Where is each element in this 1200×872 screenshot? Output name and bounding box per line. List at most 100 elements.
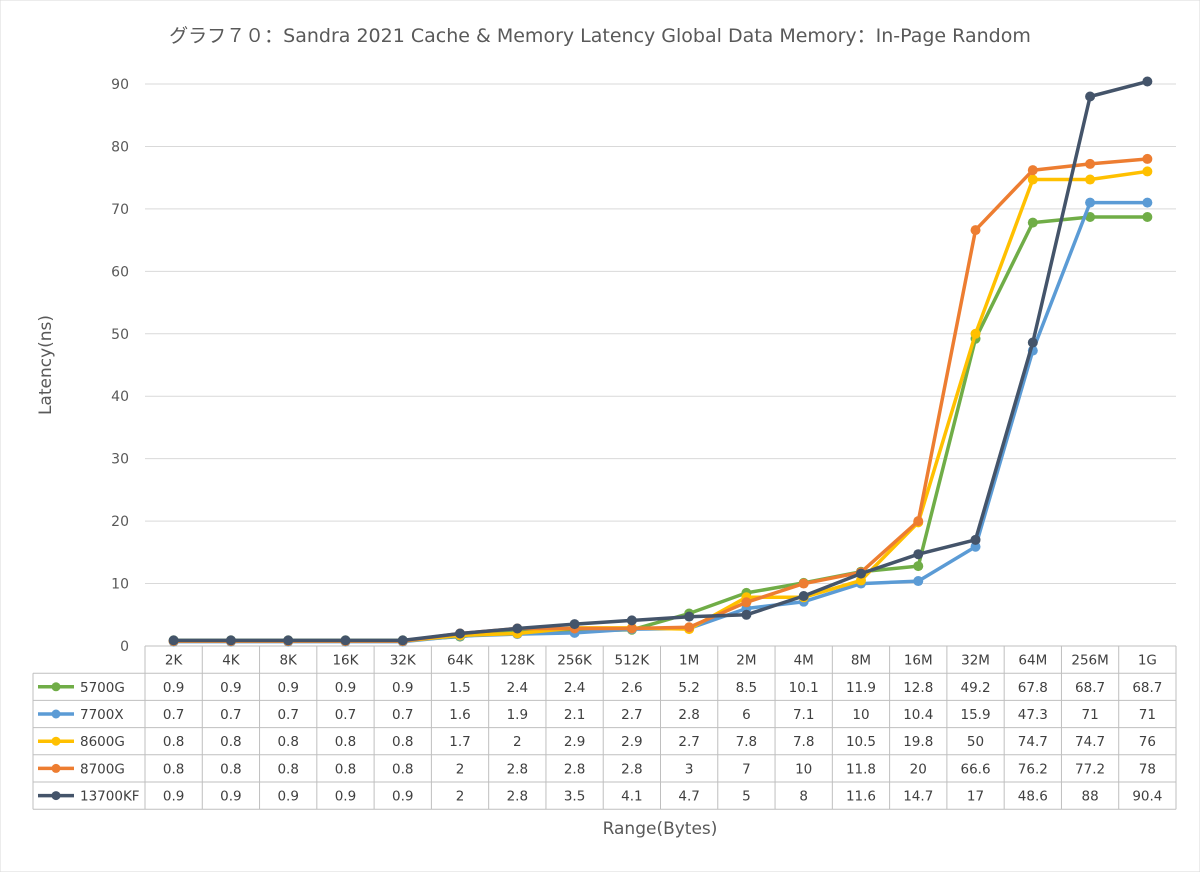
data-label: 3.5 (564, 789, 585, 805)
data-label: 74.7 (1018, 734, 1048, 750)
data-label: 2.8 (678, 707, 699, 723)
x-tick-label: 512K (615, 653, 651, 669)
data-label: 0.9 (163, 680, 184, 696)
legend-swatch-marker (51, 682, 61, 692)
data-point (569, 619, 580, 630)
data-label: 5 (742, 789, 751, 805)
data-point (970, 541, 981, 552)
data-label: 0.9 (220, 789, 241, 805)
data-label: 1.6 (449, 707, 470, 723)
data-label: 76.2 (1018, 761, 1048, 777)
data-label: 1.7 (449, 734, 470, 750)
data-label: 2.9 (564, 734, 585, 750)
x-tick-label: 64K (447, 653, 474, 669)
data-label: 2.8 (621, 761, 642, 777)
data-point (1142, 166, 1153, 177)
y-tick-label: 90 (111, 77, 129, 93)
data-label: 14.7 (903, 789, 933, 805)
x-tick-label: 32K (390, 653, 417, 669)
data-label: 2.7 (678, 734, 699, 750)
data-point (1142, 76, 1153, 87)
data-label: 0.8 (220, 734, 241, 750)
data-label: 11.6 (846, 789, 876, 805)
data-label: 71 (1139, 707, 1156, 723)
x-tick-label: 8K (279, 653, 298, 669)
gridlines (145, 83, 1176, 585)
data-label: 0.8 (163, 734, 184, 750)
data-label: 71 (1081, 707, 1098, 723)
data-label: 76 (1139, 734, 1156, 750)
x-tick-label: 4M (794, 653, 814, 669)
data-label: 20 (910, 761, 927, 777)
data-point (855, 568, 866, 579)
data-label: 0.8 (335, 734, 356, 750)
x-tick-label: 256K (557, 653, 593, 669)
x-tick-label: 64M (1018, 653, 1047, 669)
data-label: 10.5 (846, 734, 876, 750)
legend-entry: 13700KF (80, 789, 140, 805)
data-point (741, 609, 752, 620)
data-point (970, 328, 981, 339)
data-table: 2K 4K 8K 16K 32K 64K 128K 256K 512K 1M 2M 4M 8M 16M 32… (32, 645, 1177, 810)
data-label: 19.8 (903, 734, 933, 750)
data-label: 2.8 (507, 761, 528, 777)
data-label: 0.8 (220, 761, 241, 777)
series-line (171, 79, 1150, 643)
data-label: 4.1 (621, 789, 642, 805)
data-label: 0.9 (392, 680, 413, 696)
x-tick-label: 32M (961, 653, 990, 669)
data-point (970, 534, 981, 545)
data-label: 0.9 (335, 789, 356, 805)
data-label: 90.4 (1132, 789, 1162, 805)
legend-entry: 7700X (80, 707, 124, 723)
data-point (455, 628, 466, 639)
x-tick-label: 8M (851, 653, 871, 669)
data-label: 0.8 (277, 734, 298, 750)
data-label: 2.4 (507, 680, 528, 696)
data-label: 17 (967, 789, 984, 805)
data-label: 7 (742, 761, 751, 777)
data-point (512, 623, 523, 634)
data-label: 78 (1139, 761, 1156, 777)
data-point (1085, 91, 1096, 102)
data-point (1085, 212, 1096, 223)
x-tick-label: 1G (1138, 653, 1157, 669)
data-point (741, 597, 752, 608)
data-label: 15.9 (960, 707, 990, 723)
data-label: 2.1 (564, 707, 585, 723)
data-point (1085, 197, 1096, 208)
data-label: 47.3 (1018, 707, 1048, 723)
data-label: 67.8 (1018, 680, 1048, 696)
data-point (397, 635, 408, 646)
data-label: 2.6 (621, 680, 642, 696)
data-label: 2 (513, 734, 522, 750)
data-label: 10.4 (903, 707, 933, 723)
data-label: 2.4 (564, 680, 585, 696)
data-label: 0.9 (277, 789, 298, 805)
x-tick-label: 16K (332, 653, 359, 669)
data-label: 6 (742, 707, 751, 723)
data-label: 0.7 (163, 707, 184, 723)
data-point (913, 549, 924, 560)
data-label: 0.9 (163, 789, 184, 805)
y-axis-ticks: 0 10 20 30 40 50 60 70 80 90 (111, 77, 129, 655)
y-axis-title: Latency(ns) (36, 315, 56, 415)
data-label: 0.7 (220, 707, 241, 723)
data-label: 0.9 (277, 680, 298, 696)
data-point (970, 225, 981, 236)
series-lines (168, 76, 1153, 647)
data-label: 74.7 (1075, 734, 1105, 750)
data-point (1085, 158, 1096, 169)
data-point (684, 611, 695, 622)
y-tick-label: 10 (111, 577, 129, 593)
data-label: 4.7 (678, 789, 699, 805)
y-tick-label: 70 (111, 202, 129, 218)
data-label: 0.8 (163, 761, 184, 777)
series-13700KF (168, 76, 1153, 646)
data-label: 2 (456, 789, 465, 805)
data-label: 0.7 (277, 707, 298, 723)
data-label: 2.8 (507, 789, 528, 805)
data-point (168, 635, 179, 646)
